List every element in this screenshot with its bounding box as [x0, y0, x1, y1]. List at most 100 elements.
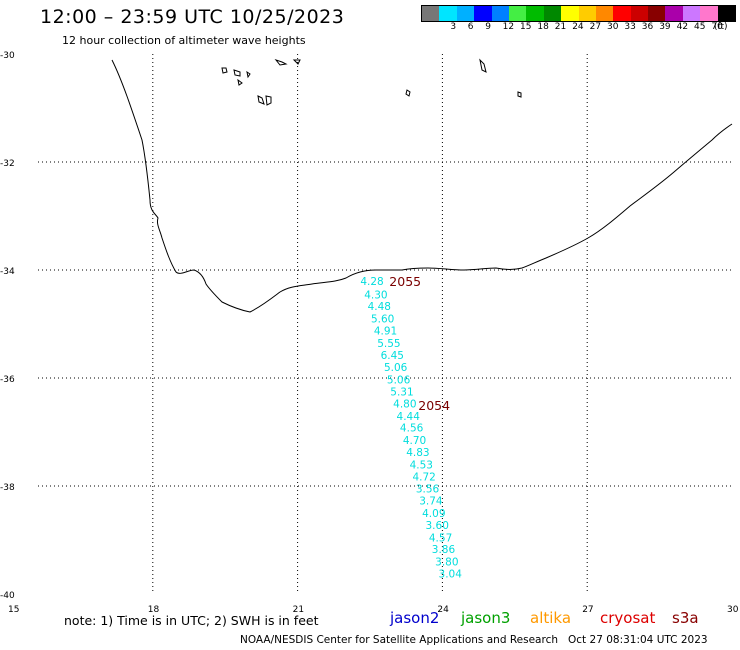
- scale-swatch: [439, 6, 457, 21]
- scale-label: 45: [694, 22, 706, 32]
- wave-height-color-scale: [421, 5, 737, 22]
- lat-tick-label: -34: [0, 267, 15, 277]
- scale-swatch: [578, 6, 596, 21]
- swh-value: 4.83: [406, 447, 429, 459]
- scale-label: 36: [641, 22, 654, 32]
- swh-value: 4.72: [412, 471, 435, 483]
- lat-tick-label: -38: [0, 483, 15, 493]
- scale-label: 15: [520, 22, 532, 32]
- scale-swatch: [491, 6, 509, 21]
- scale-swatch: [682, 6, 701, 21]
- lat-tick-label: -36: [0, 375, 15, 385]
- swh-value: 5.06: [384, 362, 408, 374]
- scale-label: 3: [450, 22, 457, 32]
- swh-value: 3.80: [435, 557, 458, 569]
- west-coast: [111, 59, 733, 313]
- map-title: 12:00 – 23:59 UTC 10/25/2023: [40, 6, 345, 28]
- scale-label: 70: [711, 22, 723, 32]
- track-time-labels: 2055 2054: [389, 274, 450, 413]
- satellite-altika: altika: [530, 609, 572, 627]
- scale-label: 21: [554, 22, 567, 32]
- scale-swatch: [561, 6, 579, 21]
- swh-value: 3.86: [432, 544, 456, 556]
- swh-value: 5.60: [371, 314, 394, 326]
- footer: NOAA/NESDIS Center for Satellite Applica…: [240, 634, 708, 646]
- scale-swatch: [474, 6, 492, 21]
- island-10: [405, 89, 411, 97]
- satellite-s3a: s3a: [672, 609, 699, 627]
- island-2: [233, 69, 241, 77]
- footer-timestamp: Oct 27 08:31:04 UTC 2023: [568, 634, 708, 646]
- scale-swatch: [717, 6, 736, 21]
- scale-label: 18: [537, 22, 549, 32]
- island-9: [479, 58, 487, 73]
- lat-lon-grid: 15 18 21 24 27 30 -30 -32 -34 -36 -38 -40: [0, 51, 739, 615]
- lat-tick-label: -32: [0, 159, 15, 169]
- lon-tick-label: 30: [727, 605, 739, 615]
- color-scale-labels: 3 6 9 12 15 18 21 24 27 30 33 36 39 42 45 70: [421, 22, 731, 34]
- swh-value: 5.31: [390, 387, 413, 399]
- scale-label: 33: [624, 22, 636, 32]
- satellite-cryosat: cryosat: [600, 609, 656, 627]
- scale-swatch: [700, 6, 718, 21]
- swh-value: 4.91: [374, 325, 397, 337]
- swh-value: 4.56: [400, 423, 424, 435]
- scale-label: 12: [502, 22, 515, 32]
- scale-swatch: [595, 6, 614, 21]
- swh-value: 4.28: [360, 276, 383, 288]
- scale-swatch: [508, 6, 527, 21]
- scale-label: 27: [589, 22, 602, 32]
- altimeter-track: 4.284.304.485.604.915.556.455.065.065.31…: [360, 276, 462, 581]
- scale-label: 42: [676, 22, 689, 32]
- satellite-jason3: jason3: [461, 609, 511, 627]
- scale-label: 9: [485, 22, 491, 32]
- scale-label: 6: [467, 22, 474, 32]
- footer-credit: NOAA/NESDIS Center for Satellite Applica…: [240, 634, 558, 646]
- scale-swatch: [526, 6, 544, 21]
- swh-value: 3.56: [416, 484, 440, 496]
- scale-swatch: [456, 6, 475, 21]
- lon-tick-label: 18: [148, 605, 160, 615]
- scale-label: 39: [659, 22, 671, 32]
- track-time-label: 2055: [389, 274, 421, 289]
- lon-tick-label: 27: [582, 605, 593, 615]
- scale-swatch: [422, 6, 440, 21]
- swh-value: 4.57: [429, 532, 452, 544]
- scale-swatch: [665, 6, 683, 21]
- swh-value: 3.74: [419, 496, 443, 508]
- scale-unit: (ft): [714, 22, 728, 32]
- note-text: note: 1) Time is in UTC; 2) SWH is in fe…: [64, 613, 319, 628]
- island-8: [292, 59, 301, 65]
- map-subtitle: 12 hour collection of altimeter wave hei…: [62, 34, 306, 47]
- swh-value: 4.70: [403, 435, 426, 447]
- swh-value: 3.04: [439, 568, 463, 580]
- lon-tick-label: 21: [293, 605, 304, 615]
- swh-value: 5.55: [377, 338, 400, 350]
- swh-value: 4.44: [397, 411, 421, 423]
- swh-value: 4.80: [393, 398, 416, 410]
- scale-swatch: [543, 6, 562, 21]
- island-5: [257, 95, 265, 105]
- island-1: [221, 67, 228, 74]
- swh-value: 4.53: [410, 459, 433, 471]
- island-11: [517, 91, 522, 98]
- swh-value: 4.09: [422, 508, 445, 520]
- satellite-jason2: jason2: [390, 609, 440, 627]
- island-7: [274, 58, 288, 66]
- island-6: [265, 95, 272, 106]
- scale-swatch: [648, 6, 666, 21]
- swh-value: 3.60: [426, 520, 449, 532]
- track-time-label: 2054: [418, 398, 450, 413]
- swh-value: 5.06: [387, 375, 411, 387]
- lat-tick-label: -40: [0, 591, 15, 601]
- island-4: [237, 78, 243, 86]
- swh-value: 4.48: [368, 301, 391, 313]
- coastline: [111, 58, 733, 313]
- lon-tick-label: 15: [8, 605, 19, 615]
- scale-label: 30: [607, 22, 619, 32]
- lon-tick-label: 24: [437, 605, 449, 615]
- scale-label: 24: [572, 22, 584, 32]
- swh-value: 6.45: [381, 350, 404, 362]
- island-3: [246, 70, 251, 79]
